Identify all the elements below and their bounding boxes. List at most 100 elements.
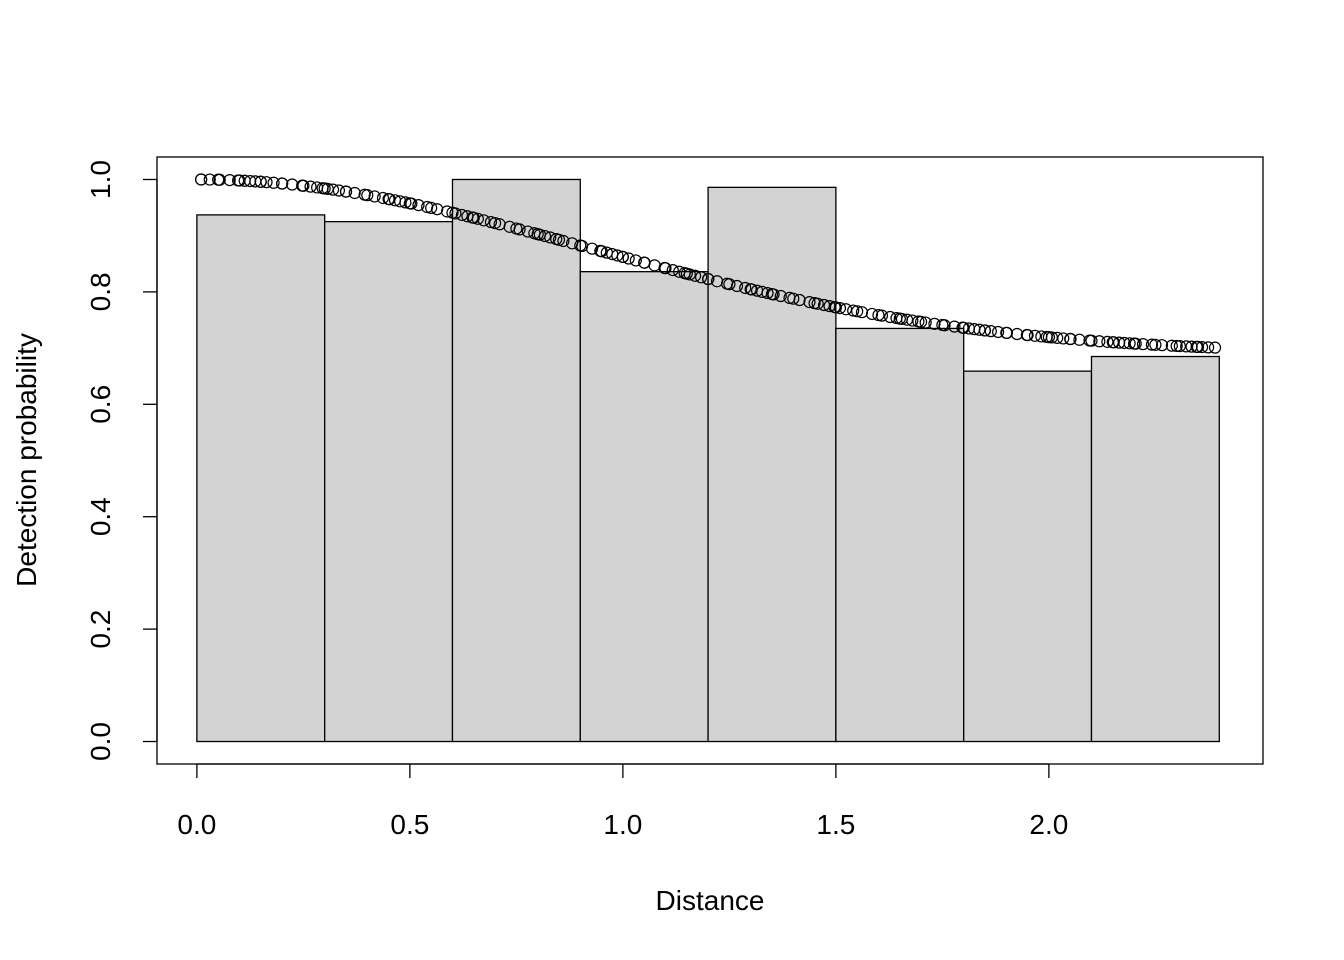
curve-point <box>928 317 941 330</box>
histogram-bar <box>835 327 965 743</box>
curve-point <box>275 177 289 190</box>
curve-point <box>611 249 624 262</box>
curve-point <box>648 259 661 272</box>
curve-point <box>488 217 502 230</box>
curve-point <box>808 297 821 310</box>
curve-point <box>1202 341 1215 354</box>
curve-point <box>638 256 651 269</box>
curve-point <box>1155 339 1169 352</box>
curve-point <box>233 174 246 187</box>
curve-point <box>992 325 1005 339</box>
histogram-bar <box>324 220 454 743</box>
curve-point <box>659 262 672 275</box>
curve-point <box>680 267 693 280</box>
curve-point <box>254 175 267 188</box>
curve-point <box>629 254 642 267</box>
curve-point <box>1101 335 1114 348</box>
x-tick-label: 0.5 <box>390 809 429 840</box>
y-tick-label: 1.0 <box>85 160 116 199</box>
curve-point <box>1021 329 1034 342</box>
curve-point <box>666 263 679 277</box>
curve-point <box>1073 333 1086 346</box>
curve-point <box>1127 337 1141 350</box>
y-tick-label: 0.4 <box>85 497 116 536</box>
curve-point <box>893 312 906 325</box>
curve-point <box>787 292 800 305</box>
curve-point <box>701 272 715 286</box>
curve-point <box>403 197 416 210</box>
curve-point <box>1064 332 1077 346</box>
x-tick-label: 2.0 <box>1029 809 1068 840</box>
histogram-bar <box>707 186 837 743</box>
x-axis-label: Distance <box>656 885 765 916</box>
curve-point <box>936 318 949 332</box>
curve-point <box>957 321 970 334</box>
curve-point <box>297 179 310 192</box>
curve-point <box>574 239 587 252</box>
curve-point <box>368 190 381 203</box>
curve-point <box>394 195 407 208</box>
curve-point <box>1208 341 1222 354</box>
curve-point <box>348 186 361 200</box>
curve-point <box>793 293 806 307</box>
curve-point <box>847 304 860 317</box>
histogram-bar <box>963 370 1093 743</box>
curve-point <box>1093 335 1106 348</box>
curve-point <box>1106 336 1119 349</box>
curve-point <box>552 233 566 246</box>
curve-point <box>510 222 523 235</box>
x-tick-label: 1.0 <box>603 809 642 840</box>
curve-point <box>616 250 629 264</box>
curve-point <box>948 320 961 333</box>
curve-point <box>425 201 438 214</box>
curve-point <box>544 231 557 244</box>
curve-point <box>339 185 353 198</box>
curve-point <box>318 182 331 195</box>
curve-point <box>1085 334 1098 347</box>
curve-point <box>739 281 752 295</box>
curve-point <box>978 324 992 337</box>
curve-point <box>376 191 390 205</box>
curve-point <box>304 180 317 193</box>
curve-point <box>839 303 853 316</box>
curve-point <box>1042 331 1055 344</box>
curve-point <box>467 211 480 224</box>
curve-point <box>906 314 919 327</box>
y-tick-label: 0.0 <box>85 722 116 761</box>
y-tick-label: 0.2 <box>85 610 116 649</box>
curve-point <box>756 285 769 298</box>
curve-point <box>689 269 702 282</box>
y-tick-label: 0.8 <box>85 272 116 311</box>
curve-point <box>1173 340 1186 353</box>
histogram-bar <box>579 271 709 743</box>
curve-point <box>557 234 570 248</box>
curve-point <box>919 316 932 329</box>
curve-point <box>833 302 847 315</box>
detection-curve <box>195 173 1222 354</box>
curve-point <box>260 176 273 189</box>
curve-point <box>883 310 897 324</box>
curve-point <box>595 245 608 258</box>
curve-point <box>1028 329 1042 342</box>
x-axis: 0.0 0.5 1.0 1.5 2.0 <box>177 763 1068 840</box>
curve-point <box>1170 339 1183 353</box>
curve-point <box>1051 331 1064 344</box>
curve-point <box>1191 340 1205 354</box>
curve-point <box>622 252 635 265</box>
curve-point <box>267 176 280 189</box>
histogram-bar <box>196 214 326 743</box>
curve-point <box>441 205 454 218</box>
y-axis: 0.0 0.2 0.4 0.6 0.8 1.0 <box>85 160 158 761</box>
curve-point <box>984 325 997 338</box>
curve-point <box>1057 332 1070 345</box>
curve-point <box>412 199 425 212</box>
curve-point <box>399 196 412 209</box>
curve-point <box>538 229 552 243</box>
curve-point <box>1145 338 1158 351</box>
histogram-bar <box>451 178 581 743</box>
curve-point <box>1165 339 1178 352</box>
curve-point <box>361 189 374 202</box>
histogram-bar <box>1090 355 1220 743</box>
curve-point <box>803 295 816 309</box>
curve-point <box>1195 341 1209 354</box>
